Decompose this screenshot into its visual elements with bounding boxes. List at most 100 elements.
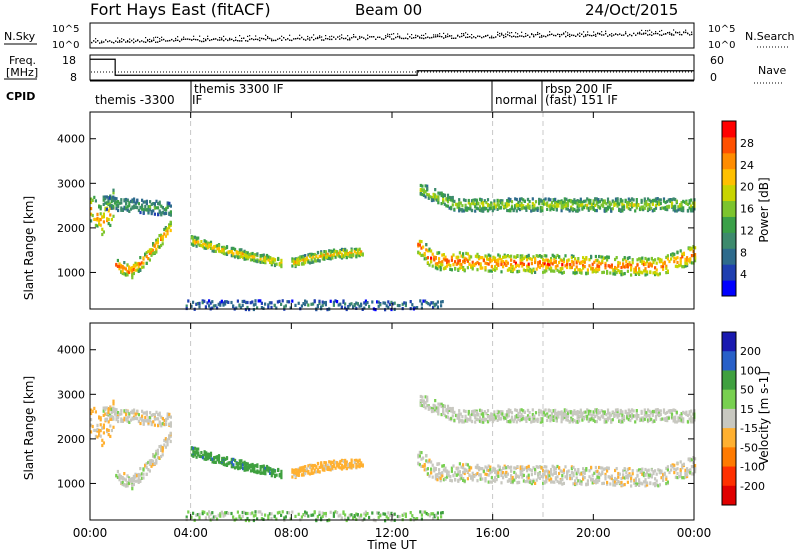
- velocity-echo-cell: [165, 422, 168, 426]
- power-echo-cell: [623, 265, 626, 269]
- cpid-segment-1: themis -3300: [95, 93, 175, 107]
- power-echo-cell: [680, 201, 683, 205]
- power-echo-cell: [528, 206, 531, 210]
- power-echo-cell: [648, 205, 651, 209]
- power-echo-cell: [201, 245, 205, 249]
- velocity-echo-cell: [324, 466, 328, 471]
- velocity-echo-cell: [583, 469, 586, 473]
- power-echo-cell: [115, 200, 118, 204]
- velocity-echo-cell: [654, 414, 658, 418]
- noise-sky-point: [641, 33, 643, 35]
- noise-search-point: [437, 34, 439, 36]
- power-echo-cell: [531, 208, 534, 212]
- velocity-echo-cell: [235, 465, 238, 469]
- noise-search-point: [121, 38, 123, 40]
- power-echo-cell: [422, 253, 425, 257]
- velocity-echo-cell: [643, 413, 646, 417]
- noise-sky-point: [635, 34, 637, 36]
- velocity-echo-cell: [300, 466, 304, 470]
- velocity-echo-cell: [91, 409, 94, 413]
- power-echo-cell: [562, 260, 565, 264]
- velocity-echo-cell: [209, 451, 213, 455]
- noise-search-point: [641, 29, 643, 31]
- velocity-echo-cell: [238, 514, 241, 518]
- velocity-echo-cell: [147, 421, 150, 425]
- power-echo-cell: [109, 213, 112, 217]
- power-echo-cell: [470, 199, 474, 203]
- power-echo-cell: [272, 257, 275, 261]
- velocity-echo-cell: [620, 480, 623, 485]
- power-echo-cell: [604, 263, 607, 267]
- noise-sky-point: [645, 32, 647, 35]
- velocity-echo-cell: [634, 483, 637, 487]
- power-echo-cell: [431, 252, 434, 256]
- velocity-echo-cell: [511, 475, 514, 480]
- velocity-echo-cell: [658, 471, 661, 475]
- power-echo-cell: [574, 257, 577, 261]
- velocity-echo-cell: [629, 418, 632, 423]
- velocity-echo-cell: [360, 461, 363, 465]
- power-echo-cell: [419, 189, 422, 193]
- power-echo-cell: [355, 254, 358, 258]
- velocity-echo-cell: [94, 410, 97, 414]
- power-echo-cell: [496, 198, 499, 202]
- power-echo-cell: [145, 251, 148, 255]
- power-echo-cell: [521, 254, 524, 258]
- velocity-echo-cell: [316, 469, 320, 474]
- power-echo-cell: [456, 205, 459, 209]
- power-echo-cell: [222, 245, 225, 249]
- velocity-echo-cell: [471, 478, 474, 482]
- power-echo-cell: [185, 304, 188, 308]
- velocity-echo-cell: [648, 418, 651, 422]
- power-echo-cell: [655, 268, 658, 272]
- velocity-echo-cell: [198, 512, 201, 516]
- velocity-echo-cell: [487, 480, 490, 484]
- velocity-echo-cell: [139, 473, 142, 477]
- velocity-echo-cell: [449, 475, 452, 479]
- velocity-echo-cell: [460, 473, 463, 478]
- power-echo-cell: [163, 232, 166, 236]
- noise-sky-point: [401, 37, 403, 40]
- velocity-echo-cell: [497, 471, 500, 475]
- power-echo-cell: [458, 259, 461, 263]
- velocity-echo-cell: [646, 471, 649, 475]
- velocity-echo-cell: [515, 408, 518, 413]
- velocity-echo-cell: [590, 465, 593, 469]
- velocity-echo-cell: [438, 476, 441, 480]
- velocity-echo-cell: [676, 467, 679, 471]
- velocity-echo-cell: [635, 409, 638, 413]
- power-echo-cell: [254, 302, 257, 306]
- velocity-echo-cell: [158, 413, 161, 417]
- power-echo-cell: [339, 302, 342, 306]
- velocity-echo-cell: [502, 476, 505, 480]
- velocity-echo-cell: [484, 472, 487, 476]
- noise-sky-point: [495, 36, 497, 38]
- power-echo-cell: [393, 301, 396, 305]
- noise-sky-point: [673, 34, 675, 36]
- power-echo-cell: [450, 205, 453, 209]
- power-echo-cell: [310, 260, 313, 264]
- power-echo-cell: [619, 199, 622, 203]
- power-echo-cell: [534, 260, 537, 265]
- velocity-echo-cell: [307, 464, 310, 468]
- velocity-echo-cell: [291, 468, 294, 472]
- velocity-echo-cell: [522, 415, 525, 419]
- velocity-echo-cell: [598, 410, 602, 415]
- velocity-echo-cell: [244, 511, 247, 516]
- power-echo-cell: [294, 263, 297, 267]
- power-echo-cell: [674, 206, 677, 211]
- velocity-echo-cell: [659, 417, 662, 422]
- velocity-echo-cell: [510, 417, 514, 421]
- velocity-echo-cell: [672, 417, 675, 422]
- power-echo-cell: [230, 249, 233, 253]
- power-echo-cell: [160, 212, 163, 216]
- power-echo-cell: [585, 271, 588, 275]
- velocity-echo-cell: [424, 395, 427, 399]
- velocity-echo-cell: [494, 476, 497, 480]
- noise-sky-point: [425, 37, 427, 39]
- noise-search-point: [389, 34, 391, 36]
- power-echo-cell: [626, 263, 629, 267]
- velocity-echo-cell: [681, 466, 684, 470]
- velocity-echo-cell: [496, 409, 499, 413]
- velocity-echo-cell: [488, 418, 491, 422]
